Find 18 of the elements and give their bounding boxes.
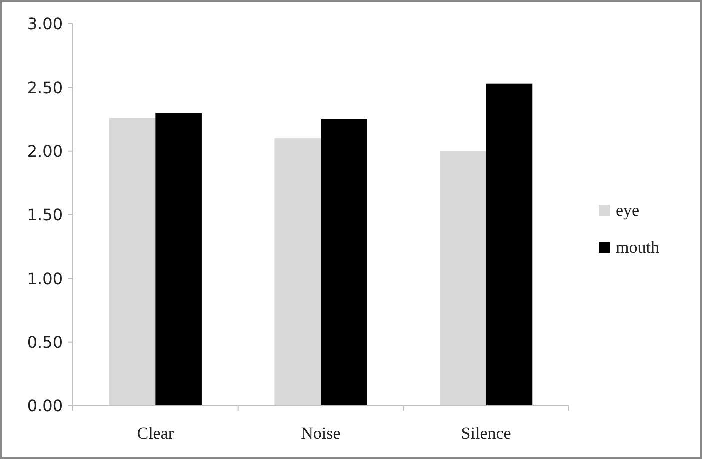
bar — [156, 113, 202, 406]
y-tick-label: 0.50 — [27, 332, 63, 352]
y-tick-label: 2.00 — [27, 142, 63, 161]
legend-label: eye — [616, 200, 640, 220]
x-tick-label: Noise — [301, 424, 341, 443]
y-tick-label: 2.50 — [27, 78, 63, 98]
y-tick-label: 0.00 — [27, 396, 63, 416]
x-tick-label: Clear — [137, 424, 174, 443]
x-tick-label: Silence — [461, 424, 512, 443]
bar — [109, 118, 156, 406]
y-tick-label: 3.00 — [27, 14, 63, 34]
y-tick-label: 1.50 — [27, 206, 63, 225]
bar — [486, 84, 533, 406]
bar — [321, 120, 368, 406]
bar — [274, 138, 321, 406]
y-tick-label: 1.00 — [27, 269, 63, 288]
bar — [440, 151, 486, 406]
legend-label: mouth — [616, 238, 660, 257]
